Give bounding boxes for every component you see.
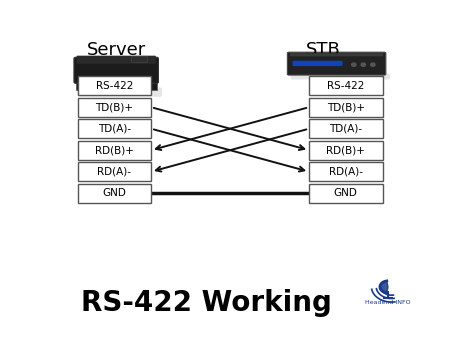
Text: Headend INFO: Headend INFO [365,300,411,305]
Text: RD(A)-: RD(A)- [329,167,363,177]
FancyBboxPatch shape [309,119,383,138]
FancyBboxPatch shape [309,184,383,203]
Text: RD(B)+: RD(B)+ [326,145,365,155]
FancyBboxPatch shape [309,162,383,182]
Text: Server: Server [87,41,146,59]
FancyBboxPatch shape [84,85,101,89]
FancyBboxPatch shape [78,97,151,117]
FancyBboxPatch shape [76,82,156,90]
Text: RS-422: RS-422 [327,81,365,91]
FancyBboxPatch shape [78,76,151,95]
Text: RD(A)-: RD(A)- [97,167,131,177]
Text: RS-422: RS-422 [96,81,133,91]
FancyBboxPatch shape [78,87,162,97]
FancyBboxPatch shape [78,184,151,203]
FancyBboxPatch shape [76,55,156,64]
Circle shape [352,63,356,66]
Text: STB: STB [306,41,341,59]
Text: GND: GND [334,188,358,198]
Text: RS-422 Working: RS-422 Working [81,290,332,318]
FancyBboxPatch shape [309,141,383,160]
FancyBboxPatch shape [290,53,383,56]
FancyBboxPatch shape [309,97,383,117]
Text: TD(A)-: TD(A)- [329,124,362,134]
Circle shape [361,63,365,66]
Text: GND: GND [102,188,126,198]
Text: TD(A)-: TD(A)- [98,124,131,134]
FancyBboxPatch shape [74,57,158,83]
Polygon shape [380,281,388,293]
Text: TD(B)+: TD(B)+ [95,102,133,112]
FancyBboxPatch shape [292,61,343,66]
Circle shape [371,63,375,66]
FancyBboxPatch shape [291,74,390,79]
FancyBboxPatch shape [78,141,151,160]
FancyBboxPatch shape [309,76,383,95]
Text: RD(B)+: RD(B)+ [95,145,134,155]
FancyBboxPatch shape [78,119,151,138]
FancyBboxPatch shape [78,162,151,182]
FancyBboxPatch shape [287,52,386,75]
FancyBboxPatch shape [132,56,147,62]
Text: TD(B)+: TD(B)+ [327,102,365,112]
